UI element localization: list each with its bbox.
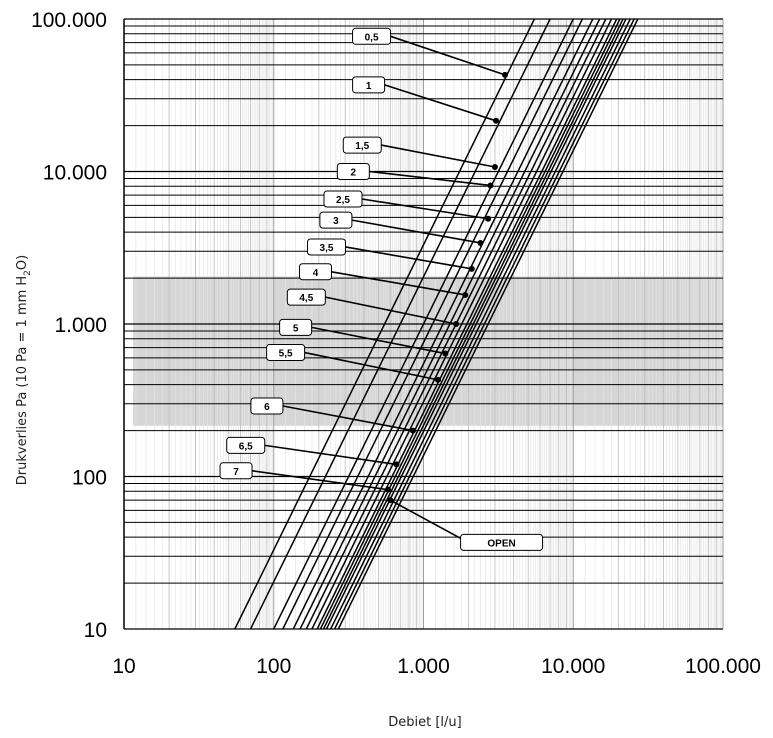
callout-box [266,344,306,362]
x-tick-label: 1.000 [397,655,450,678]
series-line [316,19,618,629]
callout-box [352,27,392,45]
callout-label: 6,5 [239,441,253,452]
callout-label: OPEN [487,538,515,549]
series-line [319,19,621,629]
callout-box [298,263,332,281]
series-line [273,19,574,629]
y-tick-label: 100.000 [31,9,107,32]
callout-marker [435,376,442,383]
callout-box [226,436,266,454]
callout-marker [393,461,400,468]
callout-leader [304,351,439,381]
y-axis-title-main: Drukverlies Pa (10 Pa = 1 mm H [15,276,30,485]
callout-box [352,76,386,94]
grid-y [124,18,723,630]
callout-box [460,533,544,551]
y-axis-title-subscript: 2 [23,270,33,276]
y-axis-title: Drukverlies Pa (10 Pa = 1 mm H2O) [15,255,33,485]
series-line [322,19,624,629]
series-line [330,19,631,629]
callout-leader [251,470,389,491]
series-line [249,19,551,629]
callout-marker [493,117,500,124]
callout-marker [485,215,492,222]
callout-marker [468,265,475,272]
y-tick-label: 10 [84,619,107,642]
x-tick-labels: 10 100 1.000 10.000 100.000 [112,655,761,678]
callout-box [250,397,284,415]
callout-label: 5,5 [279,349,293,360]
callout-label: 5 [293,323,299,334]
callout-label: 4 [313,268,319,279]
callout-label: 2 [351,168,357,179]
callout-marker [442,350,449,357]
x-tick-label: 100 [256,655,291,678]
series-line [292,19,594,629]
callout-box [342,136,382,154]
callout-label: 0,5 [365,32,379,43]
callout-box [279,318,313,336]
callout-box [323,190,363,208]
series-line [282,19,584,629]
callout-leader [331,270,466,296]
callout-box [306,238,346,256]
series-line [299,19,601,629]
callout-leader [381,144,496,168]
callout-leader [264,444,397,466]
callout-label: 1 [366,81,372,92]
callout-box [219,462,253,480]
callout-label: 4,5 [299,293,313,304]
callout-leader [311,326,446,355]
x-tick-label: 10.000 [541,655,605,678]
series-line [234,19,536,629]
callout-marker [453,321,460,327]
series-line [311,19,613,629]
series-line [333,19,635,629]
x-tick-label: 100.000 [685,655,761,678]
callout-leader [389,499,461,540]
series-line [325,19,627,629]
callout-box [336,163,370,180]
callout-marker [477,239,484,246]
y-tick-label: 100 [72,467,107,490]
callout-box [286,288,326,306]
callout-marker [487,182,494,189]
callout-leader [282,405,414,432]
callout-leader [361,198,489,220]
y-tick-labels: 10 100 1.000 10.000 100.000 [31,9,107,642]
callout-leader [351,219,481,244]
callout-marker [387,497,394,504]
y-tick-label: 10.000 [43,162,107,185]
y-axis-title-end: O) [15,255,30,270]
callout-marker [501,71,508,78]
callout-label: 3,5 [320,243,334,254]
callout-label: 3 [333,216,339,227]
callout-label: 7 [233,467,239,478]
series-line [337,19,639,629]
callout-leader [369,170,491,187]
callout-label: 6 [264,402,270,413]
x-axis-title: Debiet [l/u] [388,715,461,730]
y-tick-label: 1.000 [54,314,107,337]
callout-leader [390,35,506,76]
callout-box [319,211,353,229]
callout-marker [462,291,469,298]
callout-marker [409,427,416,434]
x-tick-label: 10 [112,655,135,678]
callout-leader [345,246,472,270]
callout-marker [385,486,392,493]
callouts: 0,5 1 1,5 2 2,5 3 3,5 4 4,5 5 5,5 6 6,5 7 OPEN [219,27,544,551]
callout-label: 2,5 [336,195,350,206]
callout-marker [491,164,498,171]
callout-label: 1,5 [355,141,369,152]
callout-leader [325,296,457,325]
callout-leader [384,84,497,122]
data-lines [234,19,639,629]
